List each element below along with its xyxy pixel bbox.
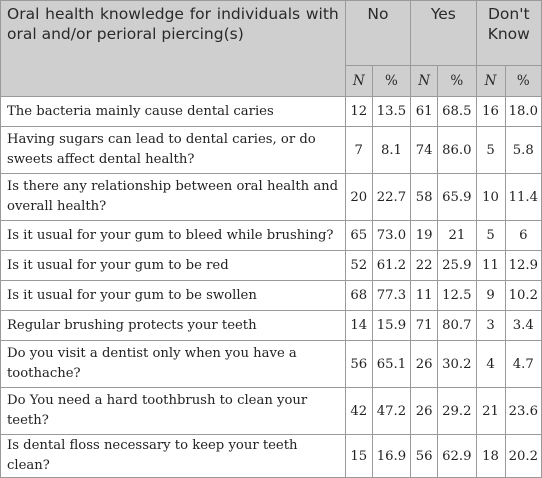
count-cell: 16 bbox=[475, 96, 506, 127]
subheader-n: N bbox=[344, 65, 373, 97]
percent-cell: 12.5 bbox=[437, 280, 477, 311]
count-cell: 18 bbox=[475, 434, 506, 478]
table-row: Is it usual for your gum to be red 52 61.2… bbox=[0, 250, 542, 281]
percent-cell: 61.2 bbox=[371, 250, 412, 281]
count-cell: 61 bbox=[410, 96, 439, 127]
header-row: Oral health knowledge for individuals wi… bbox=[0, 0, 542, 97]
table-row: Is there any relationship between oral h… bbox=[0, 173, 542, 221]
percent-cell: 15.9 bbox=[371, 310, 412, 341]
question-cell: Do you visit a dentist only when you hav… bbox=[0, 340, 346, 388]
percent-cell: 11.4 bbox=[504, 173, 542, 221]
percent-cell: 47.2 bbox=[371, 387, 412, 435]
percent-cell: 16.9 bbox=[371, 434, 412, 478]
subheader-n: N bbox=[475, 65, 506, 97]
group-header-no: No bbox=[344, 0, 412, 66]
subheader-row: N % N % N % bbox=[1, 65, 542, 97]
count-cell: 3 bbox=[475, 310, 506, 341]
percent-cell: 4.7 bbox=[504, 340, 542, 388]
question-cell: The bacteria mainly cause dental caries bbox=[0, 96, 346, 127]
percent-cell: 18.0 bbox=[504, 96, 542, 127]
question-cell: Is it usual for your gum to be swollen bbox=[0, 280, 346, 311]
percent-cell: 10.2 bbox=[504, 280, 542, 311]
table-title: Oral health knowledge for individuals wi… bbox=[0, 0, 346, 97]
table-row: Having sugars can lead to dental caries,… bbox=[0, 126, 542, 174]
count-cell: 11 bbox=[475, 250, 506, 281]
percent-cell: 22.7 bbox=[371, 173, 412, 221]
table-row: Regular brushing protects your teeth 14 15… bbox=[0, 310, 542, 341]
percent-cell: 13.5 bbox=[371, 96, 412, 127]
count-cell: 7 bbox=[344, 126, 373, 174]
percent-cell: 68.5 bbox=[437, 96, 477, 127]
percent-cell: 20.2 bbox=[504, 434, 542, 478]
percent-cell: 8.1 bbox=[371, 126, 412, 174]
subheader-percent: % bbox=[437, 65, 477, 97]
count-cell: 19 bbox=[410, 220, 439, 251]
question-cell: Is there any relationship between oral h… bbox=[0, 173, 346, 221]
count-cell: 58 bbox=[410, 173, 439, 221]
subheader-n: N bbox=[410, 65, 439, 97]
count-cell: 5 bbox=[475, 126, 506, 174]
count-cell: 10 bbox=[475, 173, 506, 221]
count-cell: 5 bbox=[475, 220, 506, 251]
percent-cell: 6 bbox=[504, 220, 542, 251]
group-header-yes: Yes bbox=[410, 0, 477, 66]
subheader-percent: % bbox=[504, 65, 542, 97]
question-cell: Is it usual for your gum to be red bbox=[0, 250, 346, 281]
question-cell: Do You need a hard toothbrush to clean y… bbox=[0, 387, 346, 435]
count-cell: 74 bbox=[410, 126, 439, 174]
question-cell: Is dental floss necessary to keep your t… bbox=[0, 434, 346, 478]
count-cell: 4 bbox=[475, 340, 506, 388]
percent-cell: 21 bbox=[437, 220, 477, 251]
count-cell: 14 bbox=[344, 310, 373, 341]
question-cell: Is it usual for your gum to bleed while … bbox=[0, 220, 346, 251]
percent-cell: 73.0 bbox=[371, 220, 412, 251]
table-row: Is dental floss necessary to keep your t… bbox=[0, 434, 542, 478]
percent-cell: 86.0 bbox=[437, 126, 477, 174]
question-cell: Regular brushing protects your teeth bbox=[0, 310, 346, 341]
percent-cell: 30.2 bbox=[437, 340, 477, 388]
percent-cell: 29.2 bbox=[437, 387, 477, 435]
percent-cell: 23.6 bbox=[504, 387, 542, 435]
percent-cell: 25.9 bbox=[437, 250, 477, 281]
percent-cell: 65.1 bbox=[371, 340, 412, 388]
count-cell: 26 bbox=[410, 340, 439, 388]
group-header-dont-know: Don't Know bbox=[475, 0, 542, 66]
count-cell: 15 bbox=[344, 434, 373, 478]
count-cell: 71 bbox=[410, 310, 439, 341]
count-cell: 12 bbox=[344, 96, 373, 127]
count-cell: 56 bbox=[344, 340, 373, 388]
count-cell: 42 bbox=[344, 387, 373, 435]
percent-cell: 80.7 bbox=[437, 310, 477, 341]
question-cell: Having sugars can lead to dental caries,… bbox=[0, 126, 346, 174]
percent-cell: 5.8 bbox=[504, 126, 542, 174]
subheader-percent: % bbox=[371, 65, 412, 97]
percent-cell: 3.4 bbox=[504, 310, 542, 341]
count-cell: 21 bbox=[475, 387, 506, 435]
count-cell: 52 bbox=[344, 250, 373, 281]
table-row: Do you visit a dentist only when you hav… bbox=[0, 340, 542, 388]
count-cell: 56 bbox=[410, 434, 439, 478]
count-cell: 65 bbox=[344, 220, 373, 251]
percent-cell: 12.9 bbox=[504, 250, 542, 281]
count-cell: 22 bbox=[410, 250, 439, 281]
table-row: Do You need a hard toothbrush to clean y… bbox=[0, 387, 542, 435]
count-cell: 26 bbox=[410, 387, 439, 435]
count-cell: 20 bbox=[344, 173, 373, 221]
count-cell: 11 bbox=[410, 280, 439, 311]
count-cell: 68 bbox=[344, 280, 373, 311]
count-cell: 9 bbox=[475, 280, 506, 311]
table-row: The bacteria mainly cause dental caries 1… bbox=[0, 96, 542, 127]
percent-cell: 62.9 bbox=[437, 434, 477, 478]
percent-cell: 77.3 bbox=[371, 280, 412, 311]
table-row: Is it usual for your gum to bleed while … bbox=[0, 220, 542, 251]
percent-cell: 65.9 bbox=[437, 173, 477, 221]
table-row: Is it usual for your gum to be swollen 68… bbox=[0, 280, 542, 311]
